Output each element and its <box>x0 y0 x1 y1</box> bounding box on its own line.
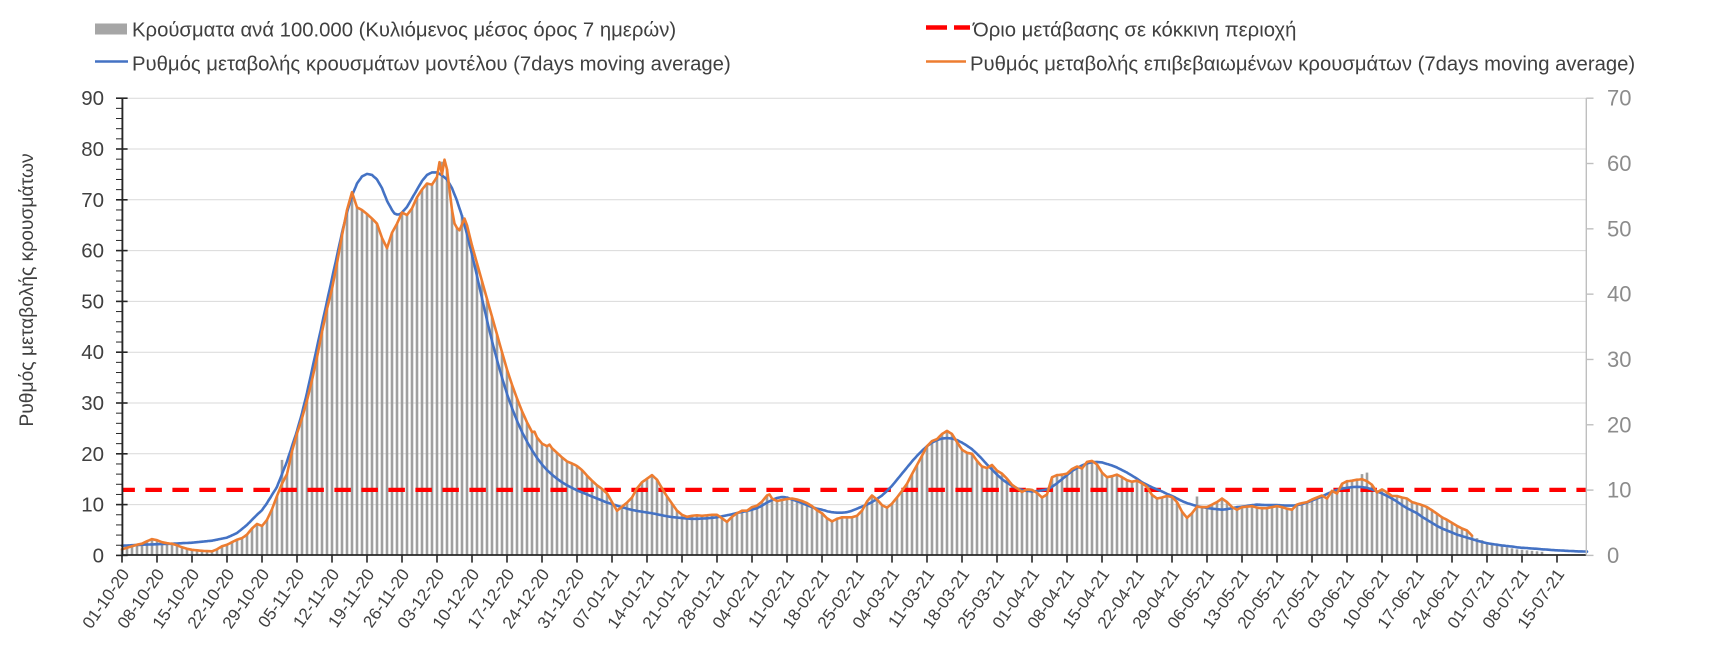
svg-text:Ρυθμός μεταβολής κρουσμάτων: Ρυθμός μεταβολής κρουσμάτων <box>17 153 38 426</box>
svg-text:60: 60 <box>1607 151 1631 176</box>
svg-text:40: 40 <box>81 341 104 364</box>
svg-text:70: 70 <box>1607 86 1631 111</box>
svg-text:40: 40 <box>1607 282 1631 307</box>
svg-text:10: 10 <box>81 494 104 517</box>
svg-text:20: 20 <box>1607 412 1631 437</box>
svg-text:20: 20 <box>81 443 104 466</box>
svg-text:60: 60 <box>81 240 104 263</box>
svg-text:70: 70 <box>81 189 104 212</box>
svg-text:Ρυθμός μεταβολής επιβεβαιωμένω: Ρυθμός μεταβολής επιβεβαιωμένων κρουσμάτ… <box>970 54 1635 76</box>
svg-text:Κρούσματα ανά 100.000 (Κυλιόμε: Κρούσματα ανά 100.000 (Κυλιόμενος μέσος … <box>132 20 676 42</box>
svg-text:Όριο μετάβασης σε κόκκινη περι: Όριο μετάβασης σε κόκκινη περιοχή <box>972 20 1296 42</box>
svg-text:0: 0 <box>1607 543 1619 568</box>
svg-text:10: 10 <box>1607 478 1631 503</box>
svg-text:30: 30 <box>81 392 104 415</box>
svg-text:30: 30 <box>1607 347 1631 372</box>
svg-text:0: 0 <box>93 544 104 567</box>
svg-text:80: 80 <box>81 138 104 161</box>
svg-text:90: 90 <box>81 87 104 110</box>
svg-text:Ρυθμός μεταβολής κρουσμάτων μο: Ρυθμός μεταβολής κρουσμάτων μοντέλου (7d… <box>132 54 731 76</box>
svg-text:50: 50 <box>81 290 104 313</box>
svg-text:50: 50 <box>1607 216 1631 241</box>
